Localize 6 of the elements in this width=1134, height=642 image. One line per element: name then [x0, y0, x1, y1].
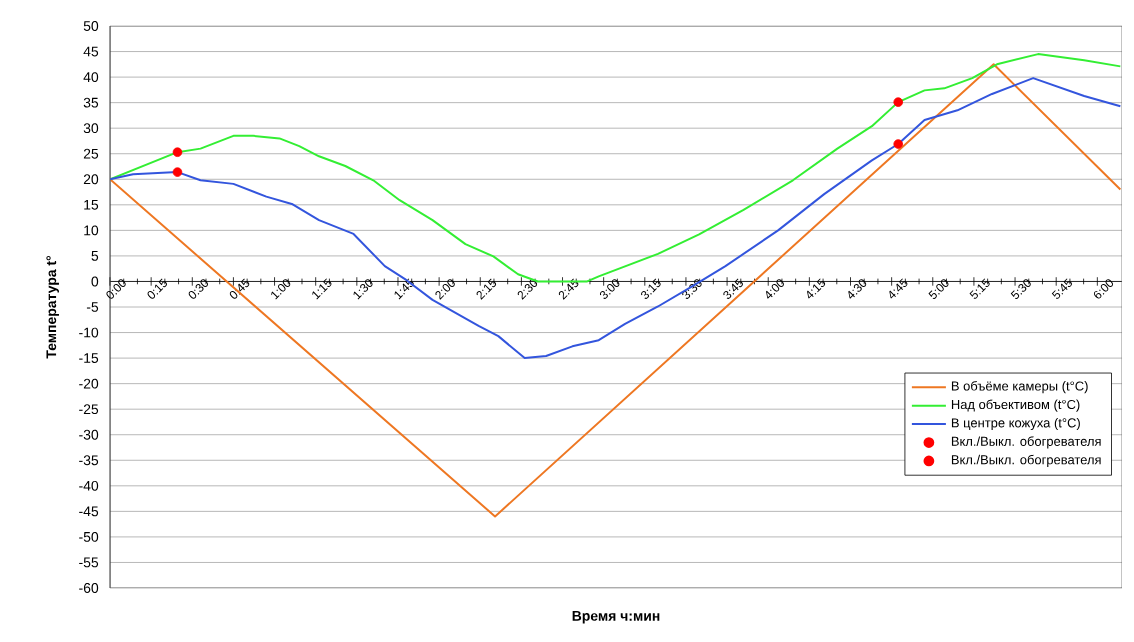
point: [893, 97, 903, 107]
line-series: [110, 77, 1122, 360]
point: [172, 167, 183, 177]
point: [172, 147, 183, 157]
point: [893, 139, 903, 149]
line-series: [110, 63, 1122, 518]
